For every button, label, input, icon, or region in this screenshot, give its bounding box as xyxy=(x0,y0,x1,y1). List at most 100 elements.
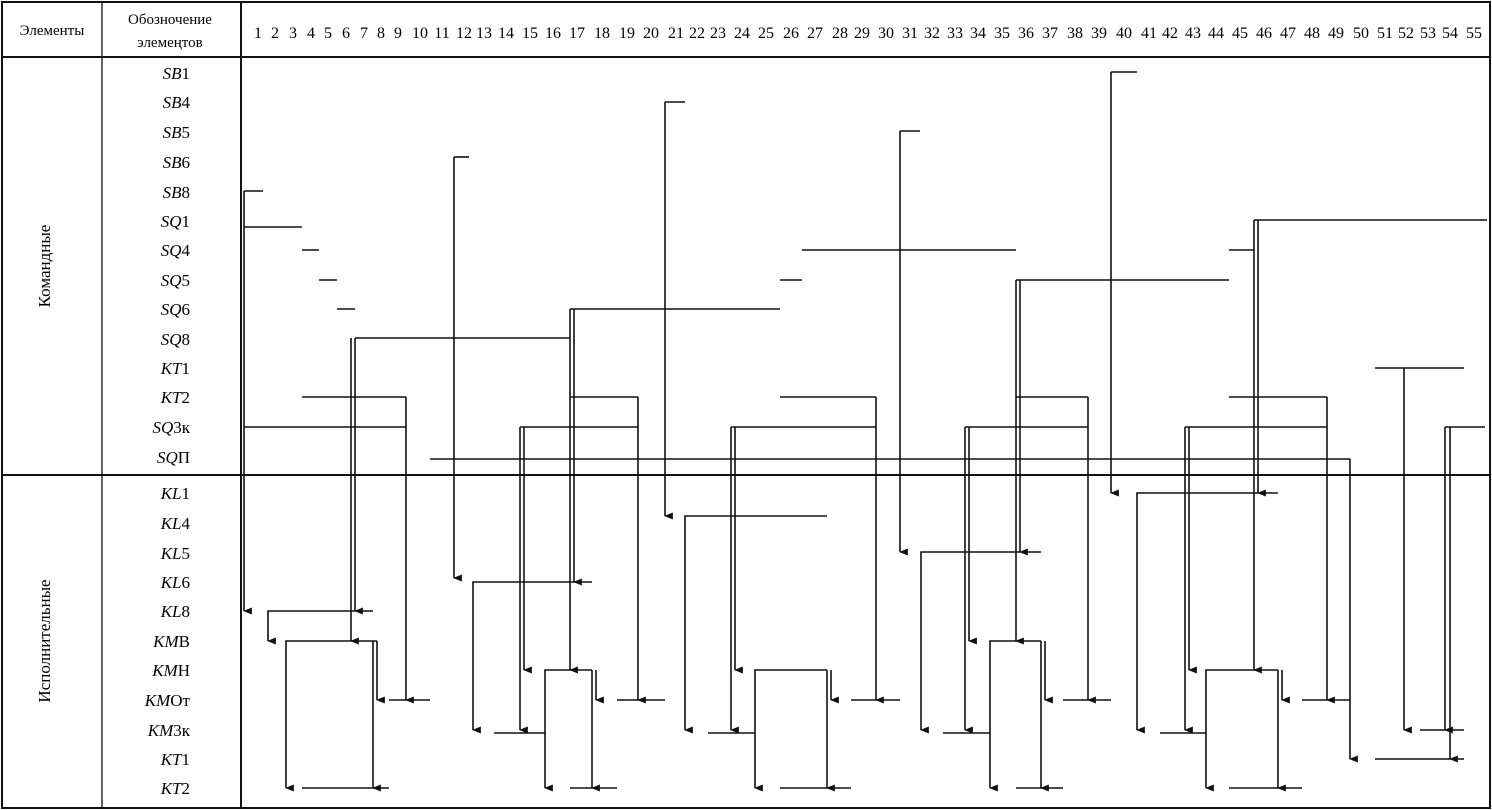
step-number: 47 xyxy=(1280,25,1296,42)
step-number: 53 xyxy=(1420,25,1436,42)
step-number: 10 xyxy=(412,25,428,42)
executive-element-label-index: В xyxy=(179,632,190,651)
step-number: 14 xyxy=(498,25,514,42)
step-number: 55 xyxy=(1466,25,1482,42)
step-number: 28 xyxy=(832,25,848,42)
command-element-label: SB5 xyxy=(163,123,190,142)
group-labels: Командные Исполнительные xyxy=(35,225,54,703)
executive-element-label-code: KM xyxy=(151,661,178,680)
step-number: 48 xyxy=(1304,25,1320,42)
step-number: 23 xyxy=(710,25,726,42)
step-number: 44 xyxy=(1208,25,1224,42)
step-number: 11 xyxy=(434,25,449,42)
command-element-label: SB6 xyxy=(163,153,190,172)
executive-element-label-index: 8 xyxy=(182,602,191,621)
signal-arrow xyxy=(754,669,827,792)
signal-arrow xyxy=(920,551,1041,734)
command-element-label-index: 3к xyxy=(173,418,191,437)
group-command-label: Командные xyxy=(35,225,54,308)
command-element-label-index: 8 xyxy=(182,330,191,349)
step-number: 22 xyxy=(689,25,705,42)
command-element-label-index: 1 xyxy=(182,212,191,231)
executive-element-label-code: KM xyxy=(147,721,174,740)
command-element-label: SQ1 xyxy=(161,212,190,231)
command-element-label-code: SQ xyxy=(157,448,178,467)
step-number: 9 xyxy=(394,25,402,42)
step-number: 43 xyxy=(1185,25,1201,42)
step-number: 49 xyxy=(1328,25,1344,42)
command-element-label: SB8 xyxy=(163,183,190,202)
command-element-label: KT1 xyxy=(160,359,190,378)
executive-element-label-code: KL xyxy=(160,514,182,533)
command-element-label: KT2 xyxy=(160,388,190,407)
executive-element-label-index: 1 xyxy=(182,750,191,769)
header-elements: Элементы xyxy=(20,23,85,39)
executive-element-label: KMВ xyxy=(152,632,190,651)
executive-element-label-code: KT xyxy=(160,779,183,798)
signal-arrow xyxy=(267,610,373,645)
executive-element-label-code: KL xyxy=(160,573,182,592)
step-number: 37 xyxy=(1042,25,1058,42)
step-number: 54 xyxy=(1442,25,1458,42)
signal-lines xyxy=(243,71,1487,792)
signal-arrow xyxy=(989,640,1041,792)
executive-element-label: KL1 xyxy=(160,484,190,503)
step-number: 21 xyxy=(668,25,684,42)
command-element-label-code: SQ xyxy=(161,212,182,231)
command-element-label-code: SB xyxy=(163,93,183,112)
executive-element-label-index: 2 xyxy=(182,779,191,798)
signal-arrow xyxy=(1136,492,1278,734)
command-element-label-code: SB xyxy=(163,153,183,172)
step-number: 8 xyxy=(377,25,385,42)
command-element-label-index: 1 xyxy=(182,359,191,378)
command-element-label-index: 1 xyxy=(182,64,191,83)
step-number: 30 xyxy=(878,25,894,42)
command-element-label: SQ4 xyxy=(161,241,191,260)
step-number: 29 xyxy=(854,25,870,42)
executive-element-label: KMОт xyxy=(144,691,191,710)
command-element-label-index: 6 xyxy=(182,153,191,172)
command-element-label-index: 8 xyxy=(182,183,191,202)
step-number: 17 xyxy=(569,25,585,42)
header-designation-line2: элемеңтов xyxy=(137,35,202,51)
command-element-label-index: 5 xyxy=(182,123,191,142)
step-number: 25 xyxy=(758,25,774,42)
executive-element-label-index: 5 xyxy=(182,544,191,563)
command-element-label-code: SQ xyxy=(161,300,182,319)
command-element-label-code: KT xyxy=(160,359,183,378)
step-numbers: 1 2 3 4 5 6 7 8 9 10 11 12 13 14 15 16 17 18 19 20 21 22 23 24 2… xyxy=(254,25,1482,42)
command-element-label-index: 4 xyxy=(182,241,191,260)
executive-element-label: KMН xyxy=(151,661,190,680)
step-number: 41 xyxy=(1141,25,1157,42)
executive-element-label: KL5 xyxy=(160,544,190,563)
signal-arrow xyxy=(285,640,377,792)
step-number: 19 xyxy=(619,25,635,42)
executive-element-label: KT2 xyxy=(160,779,190,798)
header: Элементы Обозночение элемеңтов xyxy=(20,12,213,51)
signal-arrow xyxy=(1205,669,1278,792)
step-number: 32 xyxy=(924,25,940,42)
signal-arrow xyxy=(544,669,592,792)
signal-arrow xyxy=(684,515,827,734)
executive-element-label: KL6 xyxy=(160,573,190,592)
executive-element-label-code: KL xyxy=(160,602,182,621)
command-element-label-code: KT xyxy=(160,388,183,407)
step-number: 4 xyxy=(307,25,315,42)
step-number: 2 xyxy=(271,25,279,42)
executive-element-label-code: KM xyxy=(144,691,171,710)
group-executive-label: Исполнительные xyxy=(35,579,54,702)
command-element-label-code: SB xyxy=(163,64,183,83)
step-number: 45 xyxy=(1232,25,1248,42)
command-element-label-code: SQ xyxy=(161,271,182,290)
command-element-label: SB4 xyxy=(163,93,191,112)
step-number: 34 xyxy=(970,25,986,42)
executive-element-label-index: 1 xyxy=(182,484,191,503)
executive-element-label: KL8 xyxy=(160,602,190,621)
executive-element-label-index: 4 xyxy=(182,514,191,533)
command-element-label-code: SQ xyxy=(152,418,173,437)
executive-element-label-index: Н xyxy=(178,661,190,680)
command-element-label-index: 6 xyxy=(182,300,191,319)
step-number: 33 xyxy=(947,25,963,42)
